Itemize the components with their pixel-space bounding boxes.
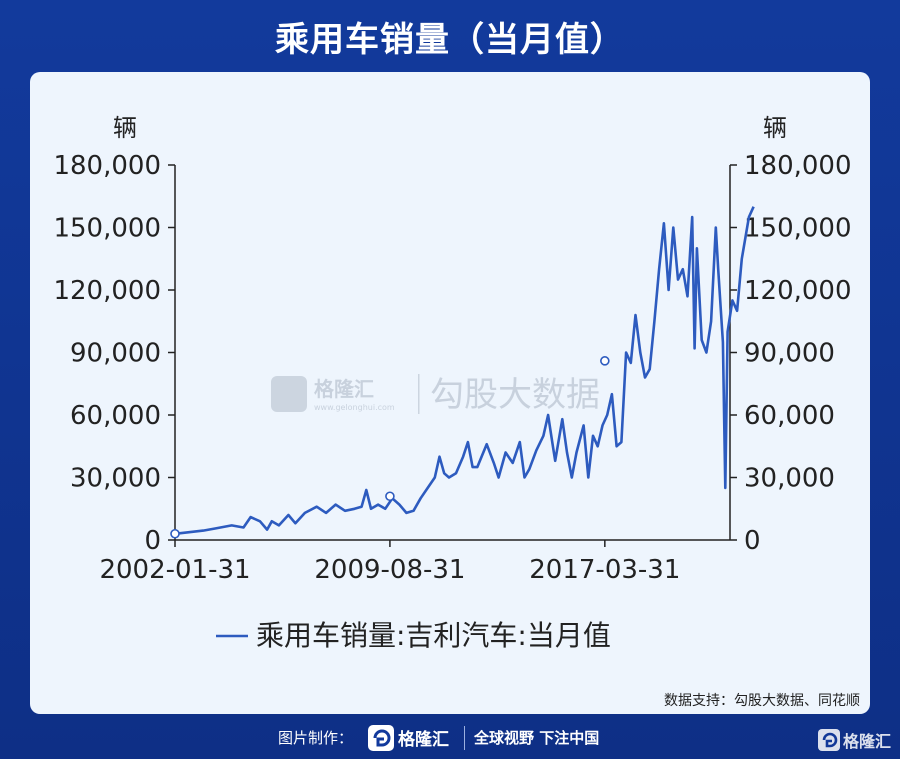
series-line xyxy=(174,206,755,536)
y-tick-label-right: 180,000 xyxy=(744,151,852,181)
footer-logo-text: 格隆汇 xyxy=(398,729,449,750)
series-markers xyxy=(170,356,610,539)
y-tick-label-left: 120,000 xyxy=(53,276,161,306)
y-tick-label-left: 150,000 xyxy=(53,214,161,244)
y-tick-label-right: 90,000 xyxy=(744,339,835,369)
y-tick-label-right: 0 xyxy=(744,526,761,556)
y-tick-label-right: 60,000 xyxy=(744,401,835,431)
source-note: 数据支持：勾股大数据、同花顺 xyxy=(664,693,860,709)
data-point-marker xyxy=(600,356,610,366)
watermark-logo-icon xyxy=(271,376,307,412)
footer-label: 图片制作： xyxy=(278,729,354,747)
watermark: 格隆汇 www.gelonghui.com 勾股大数据 xyxy=(271,374,600,415)
y-tick-label-right: 120,000 xyxy=(744,276,852,306)
page-title: 乘用车销量（当月值） xyxy=(275,20,625,60)
legend-label: 乘用车销量:吉利汽车:当月值 xyxy=(256,619,611,652)
line-chart: 格隆汇 www.gelonghui.com 勾股大数据 辆 辆 0 30,000 6… xyxy=(53,114,852,652)
data-point-marker xyxy=(385,491,395,502)
y-tick-label-left: 180,000 xyxy=(53,151,161,181)
corner-logo-text: 格隆汇 xyxy=(843,732,891,751)
x-tick-label: 2002-01-31 xyxy=(99,555,250,585)
footer-divider xyxy=(464,726,465,750)
y-tick-label-left: 30,000 xyxy=(70,464,161,494)
y-tick-label-left: 90,000 xyxy=(70,339,161,369)
watermark-site: www.gelonghui.com xyxy=(314,403,395,412)
corner-logo: 格隆汇 xyxy=(818,729,891,751)
y-axis-left: 0 30,000 60,000 90,000 120,000 150,000 180,000 xyxy=(53,151,175,556)
y-tick-label-left: 60,000 xyxy=(70,401,161,431)
legend: 乘用车销量:吉利汽车:当月值 xyxy=(216,619,611,652)
x-tick-label: 2017-03-31 xyxy=(529,555,680,585)
x-axis: 2002-01-31 2009-08-31 2017-03-31 xyxy=(99,540,680,585)
y-tick-label-right: 30,000 xyxy=(744,464,835,494)
gelonghui-logo: 格隆汇 xyxy=(368,725,449,751)
right-unit-label: 辆 xyxy=(763,114,787,142)
data-point-marker xyxy=(170,528,180,539)
y-axis-right: 0 30,000 60,000 90,000 120,000 150,000 180,000 xyxy=(730,151,852,556)
watermark-divider xyxy=(418,374,420,414)
y-tick-label-right: 150,000 xyxy=(744,214,852,244)
x-tick-label: 2009-08-31 xyxy=(314,555,465,585)
watermark-text: 勾股大数据 xyxy=(430,375,600,415)
footer-slogan: 全球视野 下注中国 xyxy=(474,729,600,747)
footer: 图片制作： 格隆汇 全球视野 下注中国 格隆汇 xyxy=(0,718,900,759)
left-unit-label: 辆 xyxy=(113,114,137,142)
y-tick-label-left: 0 xyxy=(144,526,161,556)
watermark-logo: 格隆汇 xyxy=(314,377,374,401)
